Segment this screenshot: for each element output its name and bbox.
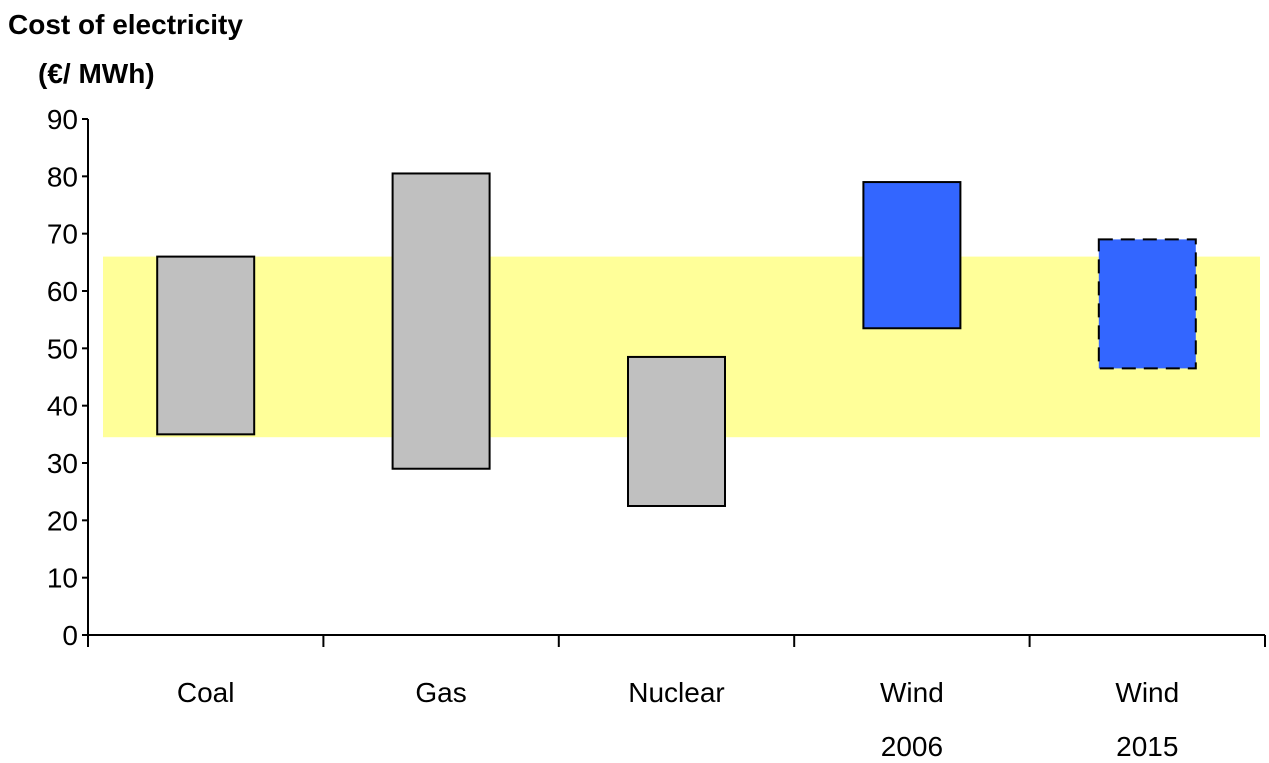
y-tick-label: 90 xyxy=(47,104,78,135)
x-category-label: Nuclear xyxy=(628,677,724,708)
bar-2 xyxy=(627,355,726,507)
x-category-label: 2015 xyxy=(1116,731,1178,762)
x-category-label: 2006 xyxy=(881,731,943,762)
chart-title: Cost of electricity xyxy=(8,9,243,40)
bar-1 xyxy=(391,172,491,470)
y-tick-label: 0 xyxy=(62,620,78,651)
y-tick-label: 60 xyxy=(47,276,78,307)
bar-4 xyxy=(1097,238,1197,370)
bar-3 xyxy=(862,181,962,330)
y-tick-label: 50 xyxy=(47,333,78,364)
y-tick-label: 10 xyxy=(47,563,78,594)
y-tick-label: 30 xyxy=(47,448,78,479)
bar-0 xyxy=(156,255,256,436)
x-category-label: Gas xyxy=(415,677,466,708)
plot-area: 0 10 20 30 40 50 60 70 80 90 Coal Gas Nuclear Wind 200… xyxy=(47,104,1266,762)
y-tick-label: 70 xyxy=(47,219,78,250)
y-tick-label: 40 xyxy=(47,391,78,422)
x-category-label: Wind xyxy=(1115,677,1179,708)
y-tick-label: 20 xyxy=(47,505,78,536)
x-category-label: Coal xyxy=(177,677,235,708)
y-tick-label: 80 xyxy=(47,161,78,192)
x-category-label: Wind xyxy=(880,677,944,708)
y-axis-unit-label: (€/ MWh) xyxy=(38,58,155,89)
